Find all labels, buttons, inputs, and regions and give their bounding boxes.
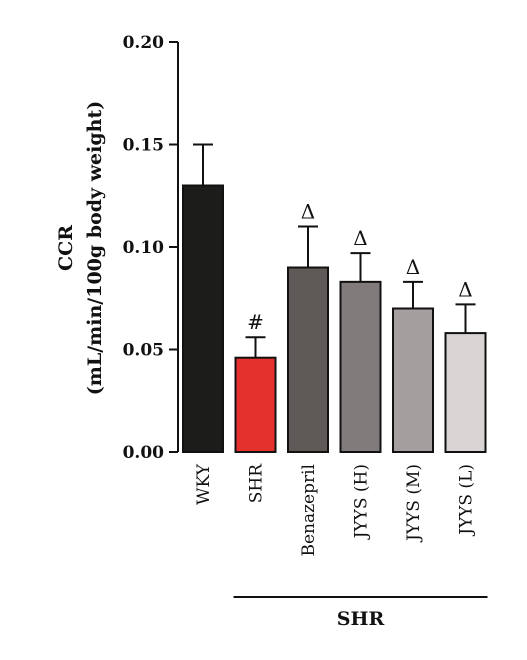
bar [444,332,487,454]
y-axis-title-line1: CCR [55,225,77,271]
bars [182,184,487,454]
error-bar [245,336,266,358]
x-tick-label: JYYS (L) [457,464,477,537]
error-bar [350,252,371,282]
error-bar [298,225,318,268]
significance-marker: # [247,310,264,334]
error-bar [403,280,423,309]
significance-marker: Δ [301,200,315,224]
x-tick-label: SHR [247,463,267,503]
x-tick-label: WKY [194,463,214,505]
x-axis-labels: WKY SHR Benazepril JYYS (H) JYYS (M) JYYS (L) [194,463,477,557]
y-tick-label: 0.10 [123,238,165,258]
y-tick-label: 0.20 [123,33,165,53]
bar [339,280,382,453]
bar [287,266,329,453]
x-tick-label: Benazepril [299,464,319,557]
significance-marker: Δ [458,277,472,301]
significance-marker: Δ [353,226,367,250]
annotations: # Δ Δ Δ Δ [247,200,473,335]
group-label: SHR [337,608,385,630]
error-bar [193,143,213,186]
x-tick-label: JYYS (H) [352,464,372,540]
y-tick-label: 0.05 [123,341,164,361]
y-tick-label: 0.00 [123,443,165,463]
error-bar [455,303,476,334]
bar [392,307,434,453]
error-bars [193,143,476,358]
y-axis-title-line2: (mL/min/100g body weight) [84,101,106,395]
y-axis: 0.00 0.05 0.10 0.15 0.20 [123,33,179,463]
bar [182,184,224,453]
x-tick-label: JYYS (M) [404,464,424,543]
bar [234,356,277,454]
group-bracket: SHR [233,596,488,630]
significance-marker: Δ [406,255,420,279]
y-tick-label: 0.15 [123,136,164,156]
